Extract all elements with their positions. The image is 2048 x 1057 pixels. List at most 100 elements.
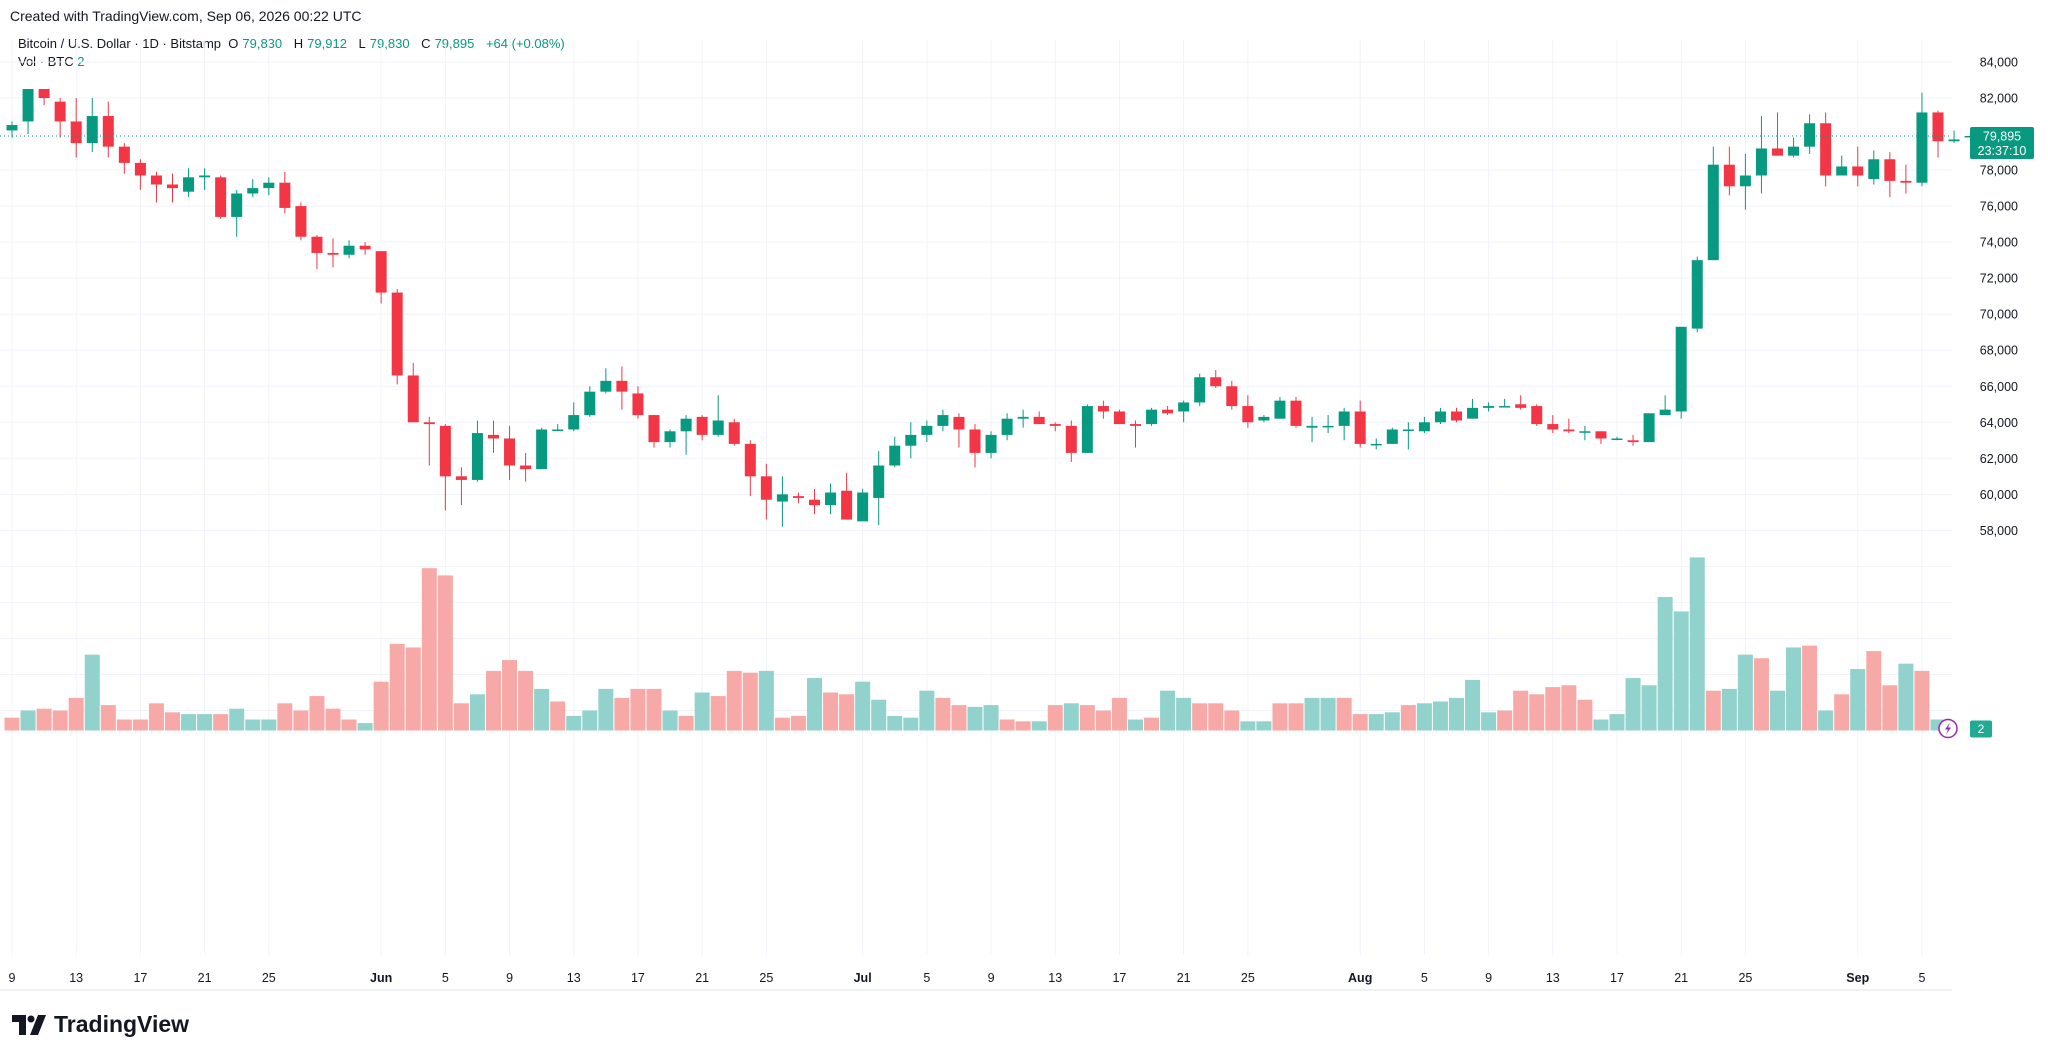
volume-bar	[1240, 721, 1256, 731]
volume-bar	[1288, 703, 1304, 731]
lightning-replay-icon[interactable]	[1938, 718, 1958, 739]
volume-bar	[148, 703, 164, 731]
candle	[1579, 425, 1591, 441]
candle-body	[568, 415, 580, 430]
candle	[536, 427, 548, 470]
time-axis[interactable]: 9 13 17 21 25 Jun 5 9 13 17 21 25 Jul 5 9 13 17 21 25 Aug 5 9…	[9, 971, 1926, 985]
candle	[792, 492, 804, 504]
candle-body	[407, 375, 419, 423]
candle-body	[889, 445, 901, 466]
candle-body	[359, 245, 371, 250]
candle-body	[1178, 402, 1190, 412]
time-tick-label: 13	[1048, 971, 1062, 985]
candle	[504, 425, 516, 480]
candle-body	[809, 499, 820, 506]
time-tick-label: 9	[988, 971, 995, 985]
candle	[648, 415, 660, 448]
candle	[1033, 411, 1045, 425]
candle-body	[1515, 404, 1527, 408]
candle-body	[1242, 406, 1254, 423]
volume-bar	[1031, 721, 1047, 731]
candle	[439, 424, 451, 511]
candle-body	[1547, 424, 1559, 430]
candle-body	[1723, 164, 1735, 187]
price-tick-label: 84,000	[1980, 56, 2018, 70]
candle-body	[712, 420, 724, 435]
volume-bar	[245, 719, 261, 731]
candle	[1707, 146, 1719, 261]
candle	[552, 424, 564, 432]
volume-bar	[84, 654, 100, 731]
time-tick-label: 13	[69, 971, 83, 985]
candle	[327, 238, 339, 268]
volume-bar	[373, 681, 389, 731]
candle	[1242, 395, 1254, 428]
candle-body	[1354, 411, 1366, 444]
volume-bar	[774, 717, 790, 731]
candle-body	[1434, 411, 1446, 423]
candle	[857, 488, 869, 522]
symbol-name[interactable]: Bitcoin / U.S. Dollar · 1D · Bitstamp	[18, 36, 221, 51]
time-tick-label: 13	[1546, 971, 1560, 985]
candle	[375, 251, 387, 304]
low-value: 79,830	[369, 36, 410, 51]
candle-body	[680, 418, 692, 432]
candle	[905, 422, 917, 459]
tradingview-logo[interactable]: TradingView	[12, 1011, 189, 1038]
candle-body	[488, 434, 499, 439]
candle-body	[873, 465, 885, 498]
candle-body	[1306, 425, 1318, 428]
candle-body	[263, 182, 275, 189]
volume-bar	[566, 715, 582, 731]
candle	[969, 424, 981, 468]
volume-value-tag: 2	[1970, 720, 1992, 738]
candle-body	[1194, 377, 1206, 403]
price-tick-label: 66,000	[1980, 380, 2018, 394]
candle	[295, 202, 307, 241]
price-chart[interactable]: 58,000 60,000 62,000 64,000 66,000 68,000 70,0…	[0, 0, 2048, 1000]
candles	[6, 89, 1976, 527]
candle-body	[471, 433, 483, 480]
candle	[1675, 326, 1687, 419]
candle-body	[54, 101, 66, 122]
candle-body	[86, 116, 98, 144]
candle	[1194, 373, 1206, 407]
candle-body	[215, 177, 227, 217]
candle	[1900, 164, 1912, 194]
volume-bar	[1673, 611, 1689, 731]
volume-bar	[293, 710, 309, 731]
bar-countdown-label: 23:37:10	[1978, 144, 2027, 158]
volume-bar	[807, 678, 822, 731]
candle-body	[1210, 377, 1222, 387]
volume-bar	[486, 670, 501, 731]
volume-bar	[325, 708, 341, 731]
candle	[1884, 152, 1896, 198]
candle-body	[728, 422, 740, 444]
time-tick-label: 17	[133, 971, 147, 985]
candle	[680, 415, 692, 455]
candle-body	[1290, 400, 1302, 426]
volume-bar	[341, 719, 357, 731]
candle	[584, 386, 596, 417]
candle-body	[776, 494, 788, 502]
candle-body	[1274, 400, 1286, 419]
candle	[1483, 402, 1495, 412]
volume-bar	[935, 697, 951, 731]
time-tick-label: Jun	[370, 971, 392, 985]
candle-body	[744, 443, 756, 477]
volume-bar	[646, 688, 662, 731]
candle-body	[1820, 123, 1832, 176]
candle	[1916, 92, 1928, 187]
candle-body	[439, 425, 451, 477]
candle	[1210, 370, 1222, 389]
candle	[1162, 406, 1174, 416]
candle	[1467, 398, 1479, 419]
candle-body	[1162, 409, 1174, 414]
candle	[873, 451, 885, 525]
candle-body	[231, 193, 243, 217]
time-tick-label: 5	[923, 971, 930, 985]
volume-bar	[20, 710, 36, 731]
volume-bar	[999, 719, 1015, 731]
candle	[22, 89, 34, 135]
candle	[70, 98, 82, 158]
